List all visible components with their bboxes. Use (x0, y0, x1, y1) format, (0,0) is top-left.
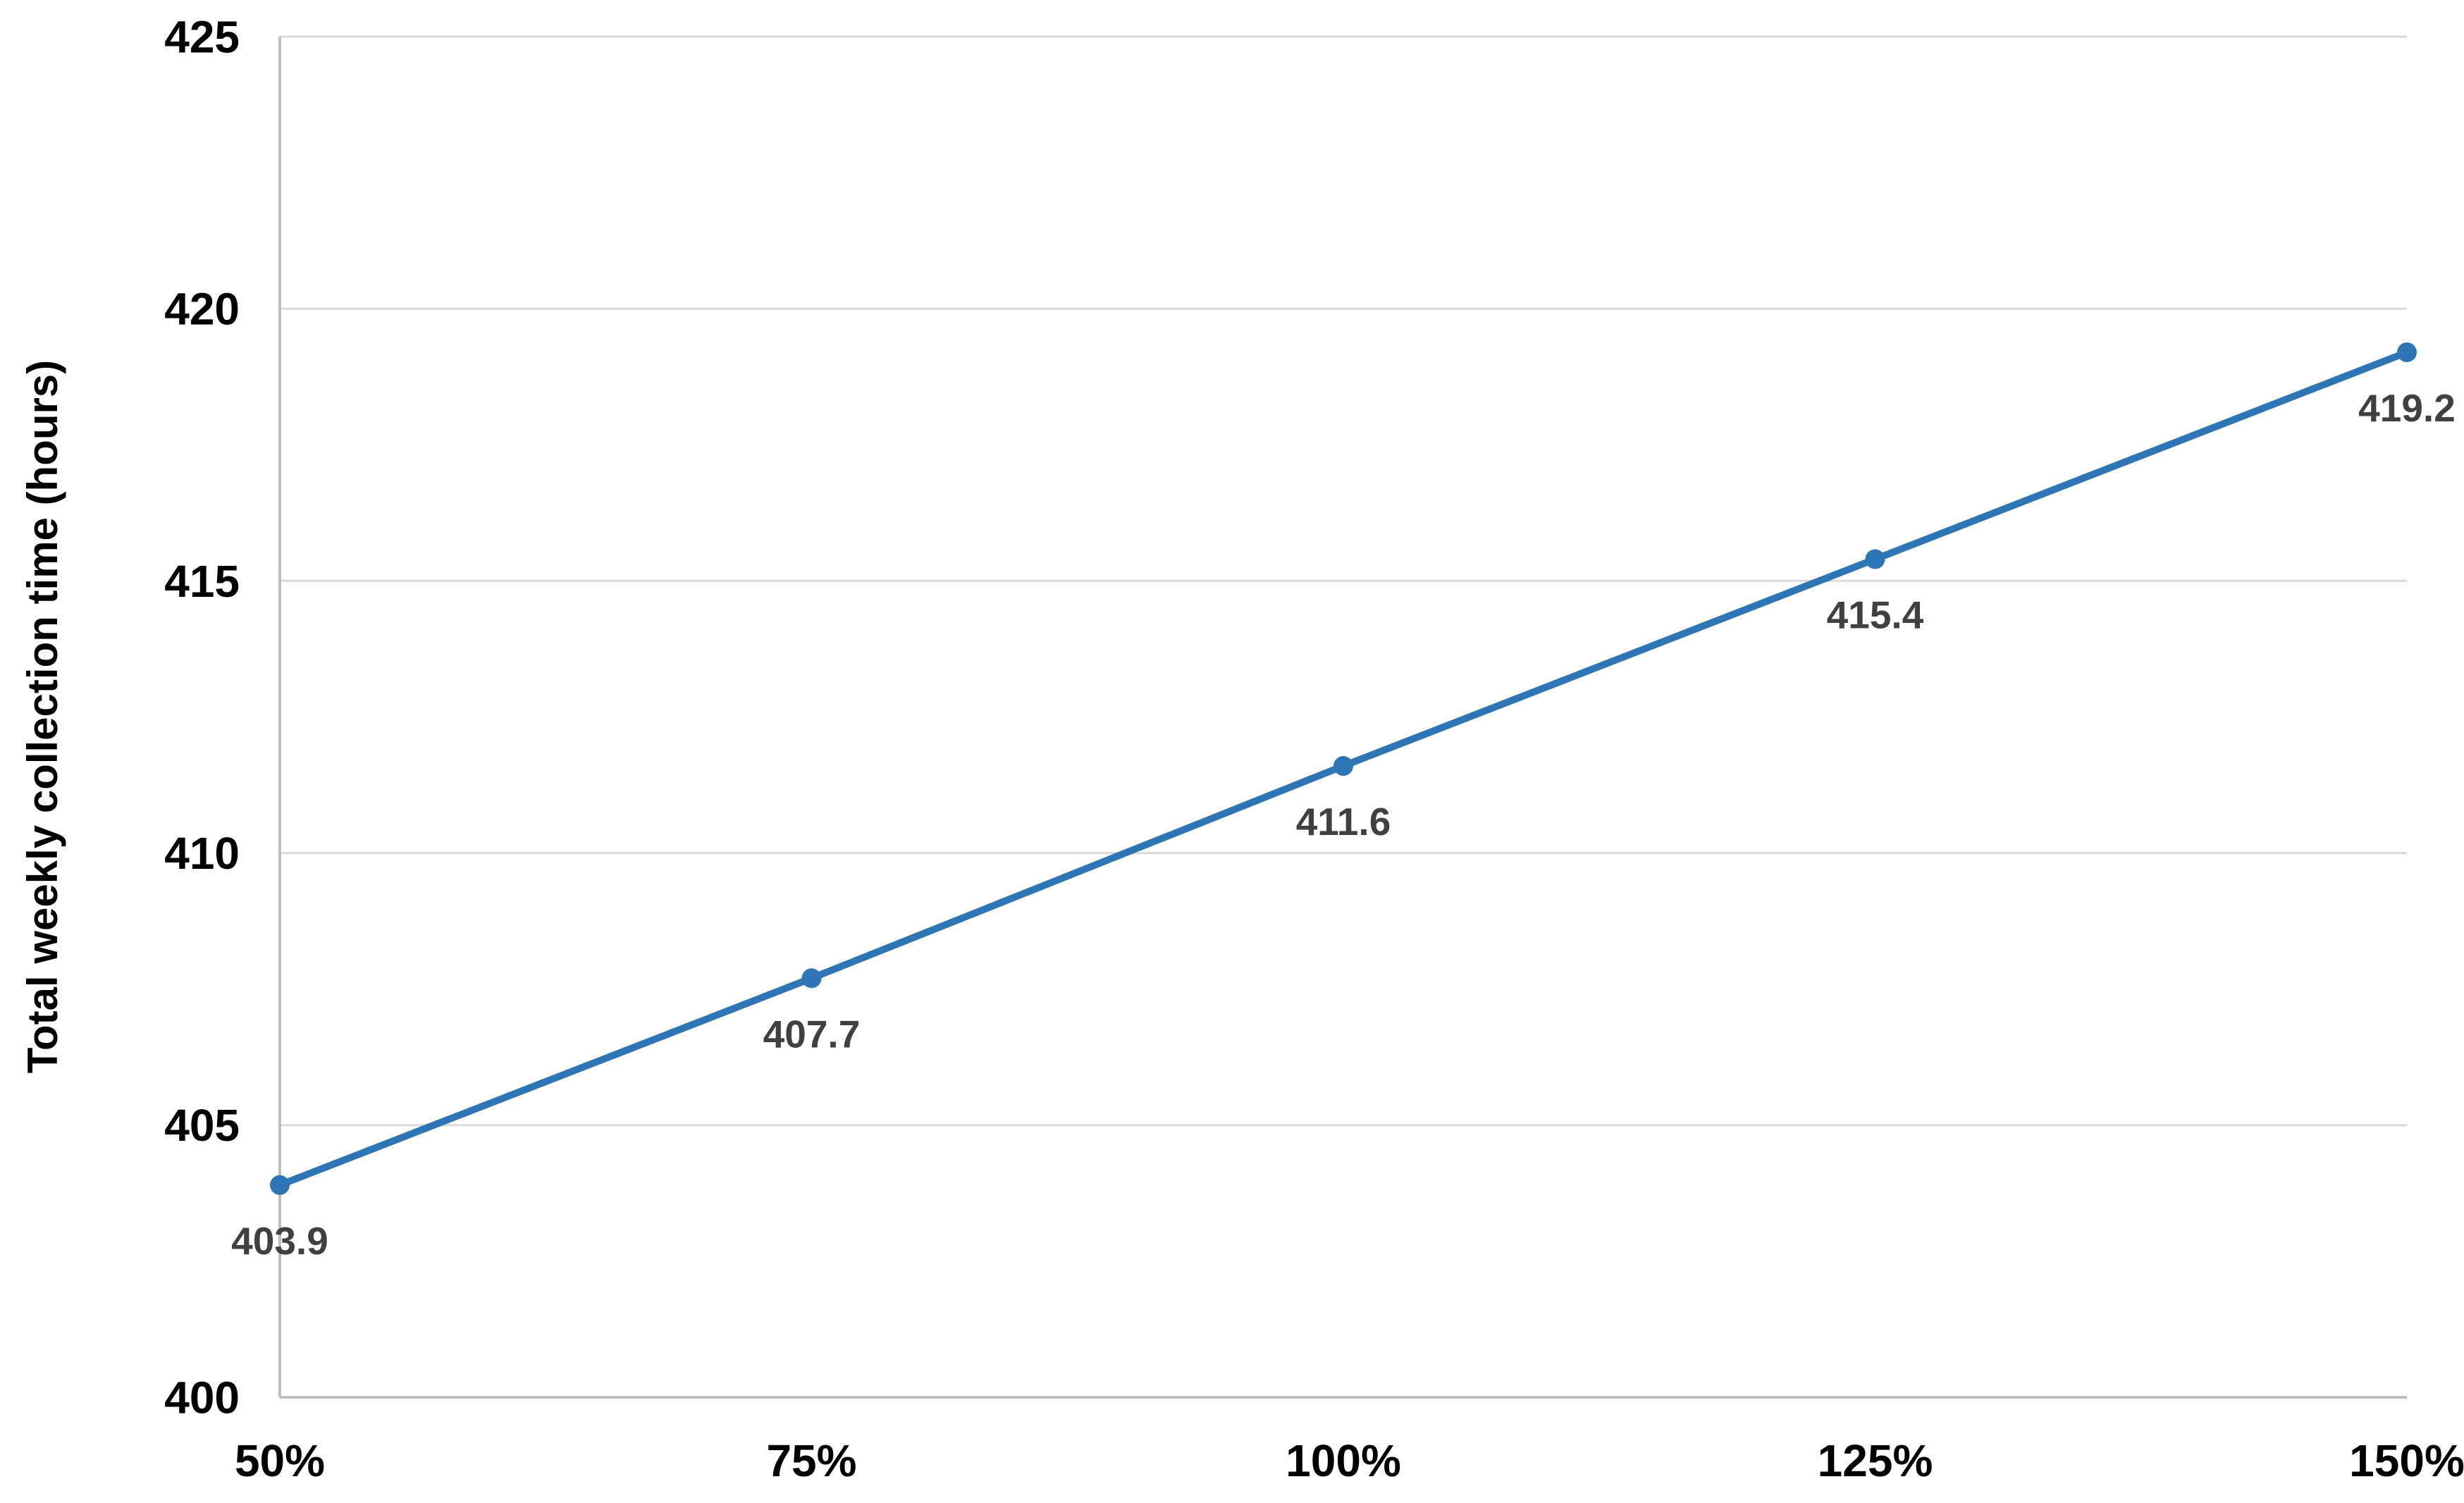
x-axis-tick-label: 100% (1286, 1435, 1401, 1486)
x-axis-tick-label: 125% (1818, 1435, 1933, 1486)
data-point-marker (2397, 342, 2417, 362)
x-axis-tick-label: 50% (235, 1435, 325, 1486)
data-point-marker (1333, 756, 1353, 777)
data-point-marker (801, 968, 822, 989)
data-point-label: 419.2 (2358, 386, 2456, 430)
y-axis-tick-label: 415 (164, 556, 240, 607)
y-axis-tick-label: 410 (164, 828, 240, 879)
y-axis-tick-label: 420 (164, 284, 240, 335)
x-axis-tick-label: 150% (2349, 1435, 2464, 1486)
data-point-label: 407.7 (763, 1012, 861, 1056)
data-point-marker (270, 1175, 290, 1195)
data-point-marker (1865, 549, 1885, 569)
y-axis-tick-labels: 400 405 410 415 420 425 (164, 11, 240, 1423)
x-axis-tick-labels: 50% 75% 100% 125% 150% (235, 1435, 2464, 1486)
data-point-label: 411.6 (1296, 800, 1391, 843)
x-axis-tick-label: 75% (766, 1435, 856, 1486)
gridlines (280, 35, 2407, 1127)
data-point-label: 403.9 (231, 1219, 328, 1263)
axes (278, 37, 2407, 1399)
y-axis-title: Total weekly collection time (hours) (19, 360, 66, 1073)
data-point-markers (270, 342, 2417, 1195)
data-labels: 403.9 407.7 411.6 415.4 419.2 (231, 386, 2456, 1263)
y-axis-tick-label: 425 (164, 11, 240, 62)
y-axis-tick-label: 400 (164, 1372, 240, 1423)
y-axis-tick-label: 405 (164, 1100, 240, 1151)
data-point-label: 415.4 (1827, 593, 1924, 637)
